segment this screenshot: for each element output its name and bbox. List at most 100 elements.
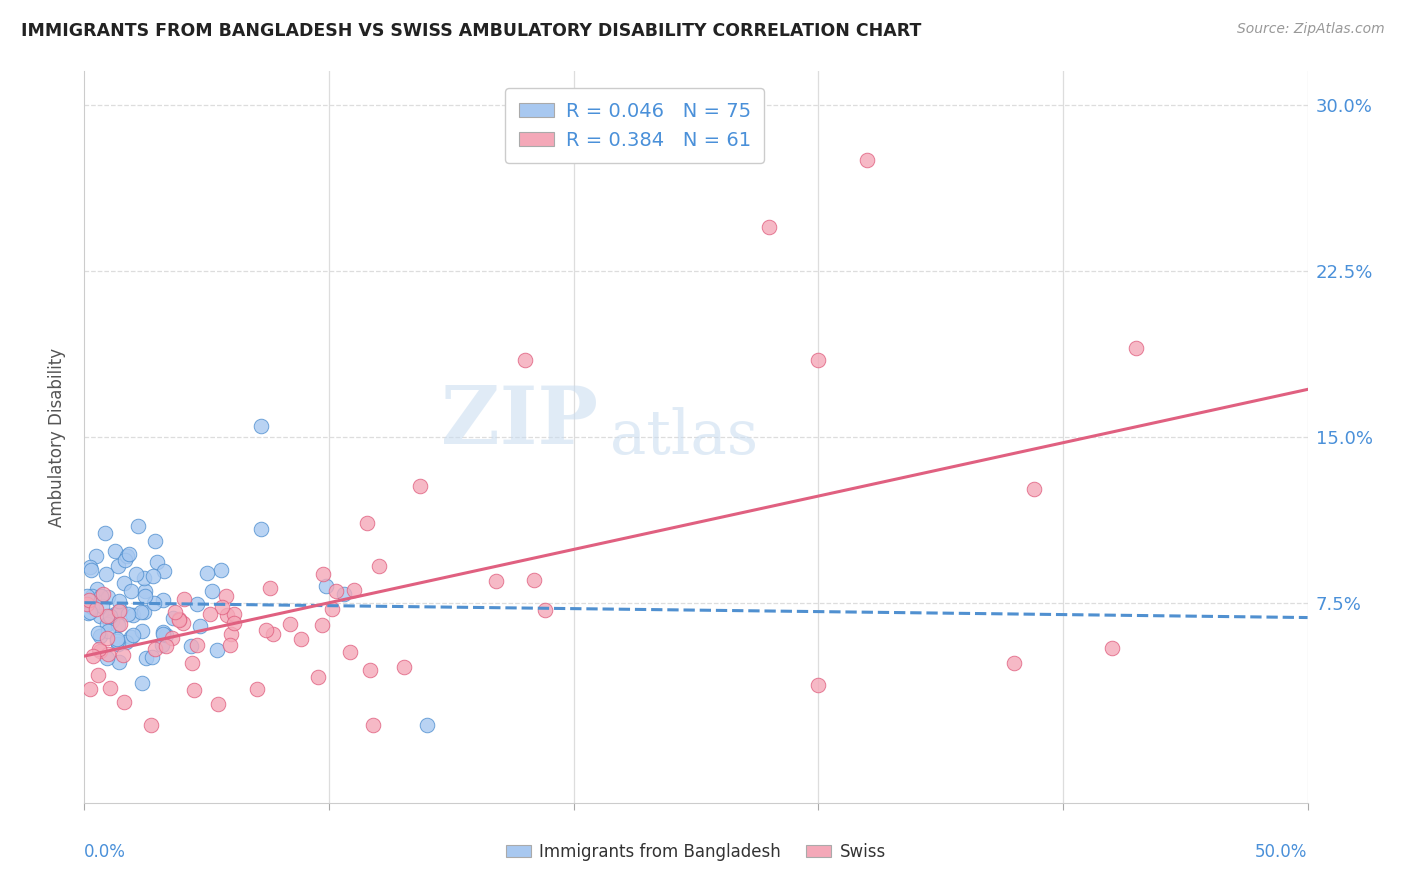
- Point: [79, 606, 101, 620]
- Point: [114, 575, 136, 590]
- Point: [134, 584, 156, 599]
- Point: [89, 629, 111, 643]
- Point: [1002, 656, 1025, 670]
- Point: [416, 718, 439, 732]
- Point: [107, 604, 129, 618]
- Point: [120, 630, 142, 644]
- Point: [107, 559, 129, 574]
- Point: [79, 681, 101, 696]
- Point: [107, 638, 129, 652]
- Point: [98, 681, 121, 695]
- Point: [115, 549, 138, 564]
- Point: [162, 610, 184, 624]
- Point: [368, 558, 391, 573]
- Point: [259, 582, 281, 596]
- Point: [280, 616, 302, 631]
- Point: [89, 608, 111, 623]
- Point: [115, 634, 138, 648]
- Point: [211, 600, 233, 615]
- Point: [91, 599, 114, 613]
- Point: [1101, 640, 1123, 655]
- Point: [135, 650, 157, 665]
- Point: [91, 587, 114, 601]
- Point: [188, 619, 211, 633]
- Point: [169, 613, 191, 627]
- Point: [332, 587, 354, 601]
- Point: [160, 631, 183, 645]
- Point: [197, 566, 219, 580]
- Point: [209, 563, 232, 577]
- Point: [342, 582, 364, 597]
- Point: [134, 605, 156, 619]
- Point: [485, 574, 508, 588]
- Point: [215, 590, 238, 604]
- Point: [155, 627, 177, 641]
- Point: [118, 547, 141, 561]
- Point: [77, 606, 100, 620]
- Point: [76, 597, 98, 611]
- Point: [339, 645, 361, 659]
- Point: [96, 631, 118, 645]
- Point: [97, 590, 120, 604]
- Point: [104, 544, 127, 558]
- Point: [807, 352, 830, 367]
- Text: Source: ZipAtlas.com: Source: ZipAtlas.com: [1237, 22, 1385, 37]
- Point: [217, 607, 239, 622]
- Point: [201, 584, 224, 599]
- Point: [117, 607, 139, 622]
- Point: [312, 567, 335, 582]
- Point: [183, 683, 205, 698]
- Point: [219, 627, 242, 641]
- Point: [94, 525, 117, 540]
- Point: [98, 615, 121, 630]
- Point: [125, 566, 148, 581]
- Point: [139, 718, 162, 732]
- Point: [153, 564, 176, 578]
- Point: [219, 638, 242, 652]
- Point: [249, 419, 271, 434]
- Point: [97, 624, 120, 639]
- Point: [105, 632, 128, 646]
- Point: [84, 549, 107, 564]
- Point: [79, 563, 101, 577]
- Point: [108, 594, 131, 608]
- Point: [250, 522, 273, 536]
- Point: [359, 663, 381, 677]
- Point: [143, 642, 166, 657]
- Point: [96, 616, 118, 631]
- Point: [82, 648, 104, 663]
- Point: [141, 650, 163, 665]
- Point: [76, 589, 98, 603]
- Text: IMMIGRANTS FROM BANGLADESH VS SWISS AMBULATORY DISABILITY CORRELATION CHART: IMMIGRANTS FROM BANGLADESH VS SWISS AMBU…: [21, 22, 921, 40]
- Text: atlas: atlas: [610, 407, 758, 467]
- Point: [356, 516, 378, 530]
- Point: [131, 676, 153, 690]
- Point: [87, 667, 110, 681]
- Point: [108, 602, 131, 616]
- Point: [108, 617, 131, 632]
- Y-axis label: Ambulatory Disability: Ambulatory Disability: [48, 348, 66, 526]
- Point: [97, 647, 120, 661]
- Point: [84, 602, 107, 616]
- Point: [758, 219, 780, 234]
- Point: [142, 569, 165, 583]
- Point: [533, 603, 555, 617]
- Point: [122, 608, 145, 623]
- Point: [152, 626, 174, 640]
- Point: [222, 607, 245, 621]
- Point: [186, 597, 208, 611]
- Point: [94, 567, 117, 582]
- Point: [254, 623, 277, 637]
- Point: [79, 593, 101, 607]
- Point: [222, 616, 245, 631]
- Point: [165, 605, 187, 619]
- Point: [134, 589, 156, 603]
- Point: [143, 534, 166, 549]
- Point: [186, 638, 208, 652]
- Point: [290, 632, 312, 647]
- Point: [86, 582, 108, 597]
- Point: [114, 553, 136, 567]
- Point: [167, 612, 190, 626]
- Point: [108, 655, 131, 669]
- Point: [89, 644, 111, 658]
